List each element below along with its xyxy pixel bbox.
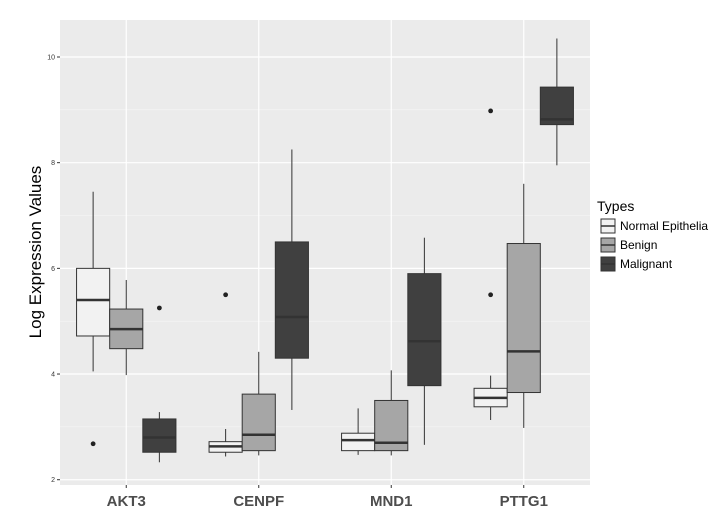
box	[407, 237, 442, 445]
box	[142, 305, 177, 463]
legend-title: Types	[597, 198, 634, 214]
box	[76, 191, 111, 447]
box	[374, 370, 409, 456]
y-tick-label: 2	[51, 477, 55, 484]
box	[274, 149, 309, 410]
box	[109, 279, 144, 376]
box-iqr	[142, 418, 177, 453]
legend-items: Normal Epithelia Benign Malignant	[600, 218, 708, 272]
y-axis-label: Log Expression Values	[26, 166, 45, 339]
box	[208, 292, 243, 457]
box-iqr	[76, 267, 111, 337]
box-iqr	[241, 393, 276, 452]
x-axis-ticks: AKT3 CENPF MND1 PTTG1	[107, 485, 548, 510]
legend-item: Normal Epithelia	[600, 218, 708, 234]
y-tick-label: 8	[51, 160, 55, 167]
box-group	[76, 38, 574, 463]
box-iqr	[506, 243, 541, 394]
legend-label: Normal Epithelia	[620, 219, 708, 233]
y-tick-label: 6	[51, 266, 55, 273]
box-iqr	[407, 273, 442, 387]
y-tick-label: 4	[51, 372, 55, 379]
legend-item: Malignant	[600, 256, 673, 272]
box	[341, 408, 376, 455]
x-tick-label: AKT3	[107, 493, 146, 510]
outlier-point	[488, 108, 494, 114]
box-iqr	[341, 432, 376, 452]
box-iqr	[274, 241, 309, 359]
y-axis-ticks: 2 4 6 8 10	[47, 54, 60, 484]
box	[241, 351, 276, 456]
outlier-point	[90, 441, 96, 447]
x-tick-label: MND1	[370, 493, 413, 510]
x-tick-label: CENPF	[233, 493, 284, 510]
box	[539, 38, 574, 166]
y-tick-label: 10	[47, 54, 55, 61]
outlier-point	[223, 292, 229, 298]
legend-item: Benign	[600, 237, 657, 253]
box	[473, 108, 508, 421]
outlier-point	[488, 292, 494, 298]
legend: Types Normal Epithelia Benign Malignant	[597, 198, 708, 272]
legend-label: Benign	[620, 238, 657, 252]
panel-background	[60, 20, 590, 485]
x-tick-label: PTTG1	[500, 493, 548, 510]
legend-label: Malignant	[620, 257, 673, 271]
box	[506, 183, 541, 428]
outlier-point	[156, 305, 162, 311]
